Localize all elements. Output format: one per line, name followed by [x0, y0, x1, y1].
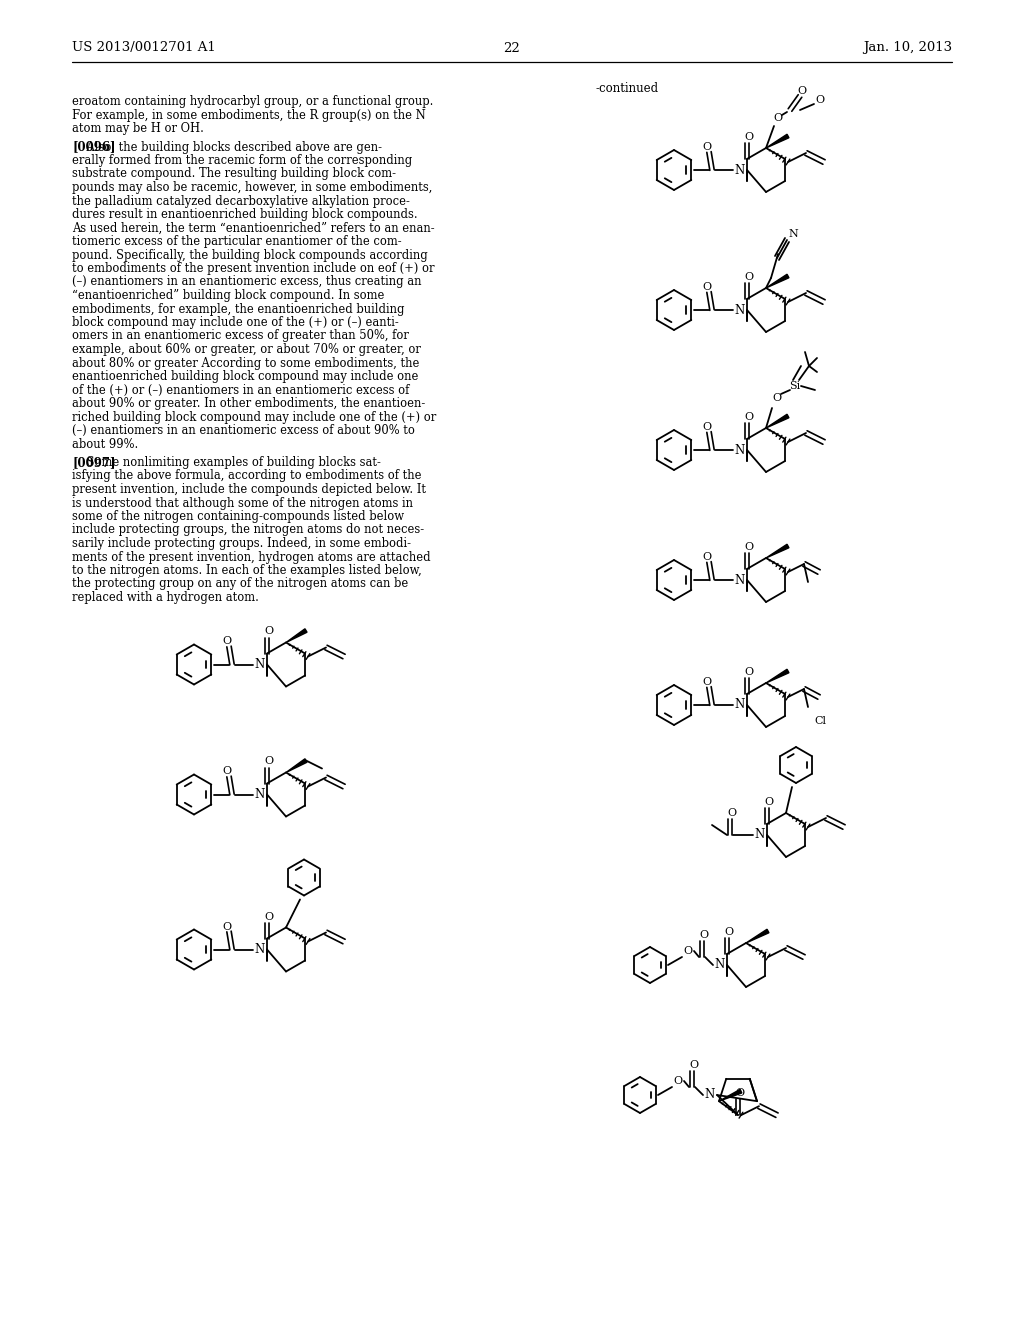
Text: sarily include protecting groups. Indeed, in some embodi-: sarily include protecting groups. Indeed…	[72, 537, 411, 550]
Text: O: O	[735, 1088, 744, 1098]
Text: O: O	[744, 132, 754, 143]
Text: O: O	[264, 627, 273, 636]
Text: about 80% or greater According to some embodiments, the: about 80% or greater According to some e…	[72, 356, 420, 370]
Text: enantioenriched building block compound may include one: enantioenriched building block compound …	[72, 370, 419, 383]
Text: O: O	[222, 921, 231, 932]
Text: block compound may include one of the (+) or (–) eanti-: block compound may include one of the (+…	[72, 315, 398, 329]
Text: some of the nitrogen containing-compounds listed below: some of the nitrogen containing-compound…	[72, 510, 404, 523]
Text: As used herein, the term “enantioenriched” refers to an enan-: As used herein, the term “enantioenriche…	[72, 222, 434, 235]
Text: about 90% or greater. In other embodiments, the enantioen-: about 90% or greater. In other embodimen…	[72, 397, 425, 411]
Text: N: N	[255, 657, 265, 671]
Text: O: O	[674, 1076, 683, 1086]
Text: N: N	[755, 829, 765, 842]
Text: N: N	[715, 958, 725, 972]
Text: Jan. 10, 2013: Jan. 10, 2013	[863, 41, 952, 54]
Text: N: N	[705, 1089, 715, 1101]
Text: Si: Si	[790, 381, 801, 391]
Text: O: O	[744, 412, 754, 422]
Text: US 2013/0012701 A1: US 2013/0012701 A1	[72, 41, 216, 54]
Text: erally formed from the racemic form of the corresponding: erally formed from the racemic form of t…	[72, 154, 413, 168]
Text: O: O	[702, 677, 712, 686]
Polygon shape	[766, 414, 788, 428]
Text: O: O	[683, 946, 692, 956]
Text: O: O	[222, 767, 231, 776]
Text: of the (+) or (–) enantiomers in an enantiomeric excess of: of the (+) or (–) enantiomers in an enan…	[72, 384, 410, 396]
Text: O: O	[798, 86, 807, 96]
Text: O: O	[764, 797, 773, 807]
Text: N: N	[735, 698, 745, 711]
Text: pound. Specifically, the building block compounds according: pound. Specifically, the building block …	[72, 248, 428, 261]
Text: O: O	[689, 1060, 698, 1071]
Text: O: O	[744, 272, 754, 282]
Polygon shape	[766, 135, 788, 148]
Text: N: N	[255, 942, 265, 956]
Text: O: O	[815, 95, 824, 106]
Text: the palladium catalyzed decarboxylative alkylation proce-: the palladium catalyzed decarboxylative …	[72, 194, 410, 207]
Text: N: N	[735, 304, 745, 317]
Text: O: O	[264, 912, 273, 921]
Text: O: O	[744, 543, 754, 552]
Text: O: O	[744, 667, 754, 677]
Polygon shape	[746, 929, 769, 942]
Text: atom may be H or OH.: atom may be H or OH.	[72, 121, 204, 135]
Polygon shape	[286, 628, 307, 643]
Text: O: O	[702, 143, 712, 152]
Text: about 99%.: about 99%.	[72, 437, 138, 450]
Text: to the nitrogen atoms. In each of the examples listed below,: to the nitrogen atoms. In each of the ex…	[72, 564, 422, 577]
Text: O: O	[727, 808, 736, 818]
Text: ments of the present invention, hydrogen atoms are attached: ments of the present invention, hydrogen…	[72, 550, 431, 564]
Text: O: O	[773, 114, 782, 123]
Polygon shape	[766, 275, 788, 288]
Text: O: O	[702, 282, 712, 292]
Text: pounds may also be racemic, however, in some embodiments,: pounds may also be racemic, however, in …	[72, 181, 432, 194]
Text: present invention, include the compounds depicted below. It: present invention, include the compounds…	[72, 483, 426, 496]
Text: Cl: Cl	[814, 715, 826, 726]
Text: -continued: -continued	[595, 82, 658, 95]
Polygon shape	[719, 1089, 741, 1101]
Text: substrate compound. The resulting building block com-: substrate compound. The resulting buildi…	[72, 168, 396, 181]
Text: O: O	[264, 756, 273, 767]
Text: [0097]: [0097]	[72, 455, 116, 469]
Polygon shape	[286, 759, 307, 772]
Text: N: N	[735, 444, 745, 457]
Text: the protecting group on any of the nitrogen atoms can be: the protecting group on any of the nitro…	[72, 578, 409, 590]
Text: Some nonlimiting examples of building blocks sat-: Some nonlimiting examples of building bl…	[72, 455, 381, 469]
Text: 22: 22	[504, 41, 520, 54]
Text: O: O	[702, 552, 712, 562]
Text: O: O	[699, 931, 709, 940]
Polygon shape	[766, 544, 788, 558]
Text: eroatom containing hydrocarbyl group, or a functional group.: eroatom containing hydrocarbyl group, or…	[72, 95, 433, 108]
Text: For example, in some embodiments, the R group(s) on the N: For example, in some embodiments, the R …	[72, 108, 426, 121]
Text: N: N	[735, 164, 745, 177]
Text: is understood that although some of the nitrogen atoms in: is understood that although some of the …	[72, 496, 413, 510]
Text: N: N	[788, 228, 798, 239]
Text: O: O	[222, 636, 231, 647]
Text: N: N	[255, 788, 265, 801]
Text: omers in an enantiomeric excess of greater than 50%, for: omers in an enantiomeric excess of great…	[72, 330, 409, 342]
Text: O: O	[702, 422, 712, 432]
Text: isfying the above formula, according to embodiments of the: isfying the above formula, according to …	[72, 470, 422, 483]
Text: [0096]: [0096]	[72, 140, 116, 153]
Text: include protecting groups, the nitrogen atoms do not neces-: include protecting groups, the nitrogen …	[72, 524, 424, 536]
Text: tiomeric excess of the particular enantiomer of the com-: tiomeric excess of the particular enanti…	[72, 235, 401, 248]
Text: riched building block compound may include one of the (+) or: riched building block compound may inclu…	[72, 411, 436, 424]
Text: dures result in enantioenriched building block compounds.: dures result in enantioenriched building…	[72, 209, 418, 220]
Text: “enantioenriched” building block compound. In some: “enantioenriched” building block compoun…	[72, 289, 384, 302]
Text: (–) enantiomers in an enantiomeric excess, thus creating an: (–) enantiomers in an enantiomeric exces…	[72, 276, 422, 289]
Polygon shape	[766, 669, 788, 682]
Text: O: O	[724, 927, 733, 937]
Text: O: O	[772, 393, 781, 403]
Text: replaced with a hydrogen atom.: replaced with a hydrogen atom.	[72, 591, 259, 605]
Text: Also, the building blocks described above are gen-: Also, the building blocks described abov…	[72, 140, 382, 153]
Text: embodiments, for example, the enantioenriched building: embodiments, for example, the enantioenr…	[72, 302, 404, 315]
Text: N: N	[735, 573, 745, 586]
Text: to embodiments of the present invention include on eof (+) or: to embodiments of the present invention …	[72, 261, 434, 275]
Text: (–) enantiomers in an enantiomeric excess of about 90% to: (–) enantiomers in an enantiomeric exces…	[72, 424, 415, 437]
Text: example, about 60% or greater, or about 70% or greater, or: example, about 60% or greater, or about …	[72, 343, 421, 356]
